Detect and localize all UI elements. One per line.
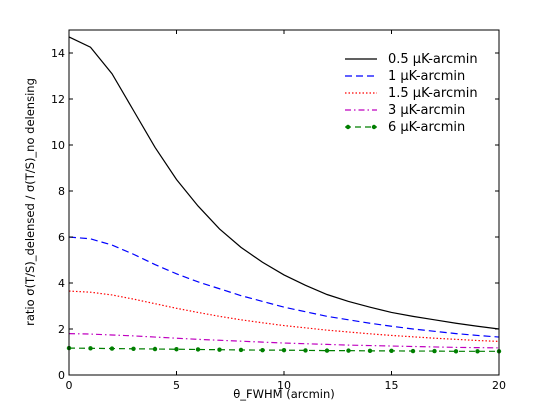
x-axis-label: θ_FWHM (arcmin) [233, 387, 335, 401]
x-tick-label: 5 [173, 379, 180, 392]
y-tick-label: 6 [58, 231, 65, 244]
y-tick-label: 2 [58, 323, 65, 336]
series-point-5 [475, 349, 480, 354]
y-tick-label: 8 [58, 185, 65, 198]
y-tick-label: 12 [51, 93, 65, 106]
series-point-5 [432, 348, 437, 354]
series-point-5 [217, 347, 222, 352]
legend-label-1: 0.5 μK-arcmin [388, 52, 478, 67]
series-point-5 [238, 347, 244, 353]
series-line-4 [68, 333, 500, 349]
legend-label-5: 6 μK-arcmin [388, 120, 465, 135]
series-point-5 [260, 347, 265, 353]
series-layer [66, 36, 502, 354]
series-point-5 [324, 348, 330, 353]
x-tick-label: 0 [66, 379, 73, 392]
series-point-5 [410, 348, 416, 354]
plot-background [69, 30, 499, 375]
series-point-5 [281, 347, 287, 353]
ticks-layer: 0 5 10 15 20 0 2 4 6 8 10 12 14 [51, 30, 506, 392]
series-point-5 [453, 349, 459, 354]
y-tick-label: 4 [58, 277, 65, 290]
legend-marker [371, 124, 377, 130]
series-point-5 [131, 346, 136, 351]
legend-label-4: 3 μK-arcmin [388, 103, 465, 118]
legend-label-3: 1.5 μK-arcmin [388, 86, 478, 101]
series-point-5 [88, 346, 93, 351]
series-point-5 [109, 346, 115, 351]
series-point-5 [367, 348, 373, 354]
y-tick-label: 14 [51, 47, 65, 60]
y-tick-label: 10 [51, 139, 65, 152]
series-point-5 [346, 348, 351, 353]
series-point-5 [389, 348, 394, 354]
series-point-5 [174, 347, 179, 352]
x-tick-label: 10 [277, 379, 291, 392]
x-tick-label: 15 [385, 379, 399, 392]
y-tick-label: 0 [58, 369, 65, 382]
series-point-5 [195, 347, 201, 352]
y-axis-label: ratio σ(T/S)_delensed / σ(T/S)_no delens… [23, 78, 37, 326]
series-line-1 [68, 36, 500, 330]
plot-frame [68, 29, 500, 376]
x-tick-label: 20 [492, 379, 506, 392]
legend-marker [345, 124, 351, 130]
legend: 0.5 μK-arcmin 1 μK-arcmin 1.5 μK-arcmin 3 μ… [345, 52, 478, 135]
legend-label-2: 1 μK-arcmin [388, 69, 465, 84]
series-point-5 [152, 346, 158, 352]
series-point-5 [303, 348, 308, 353]
series-line-3 [68, 290, 500, 343]
